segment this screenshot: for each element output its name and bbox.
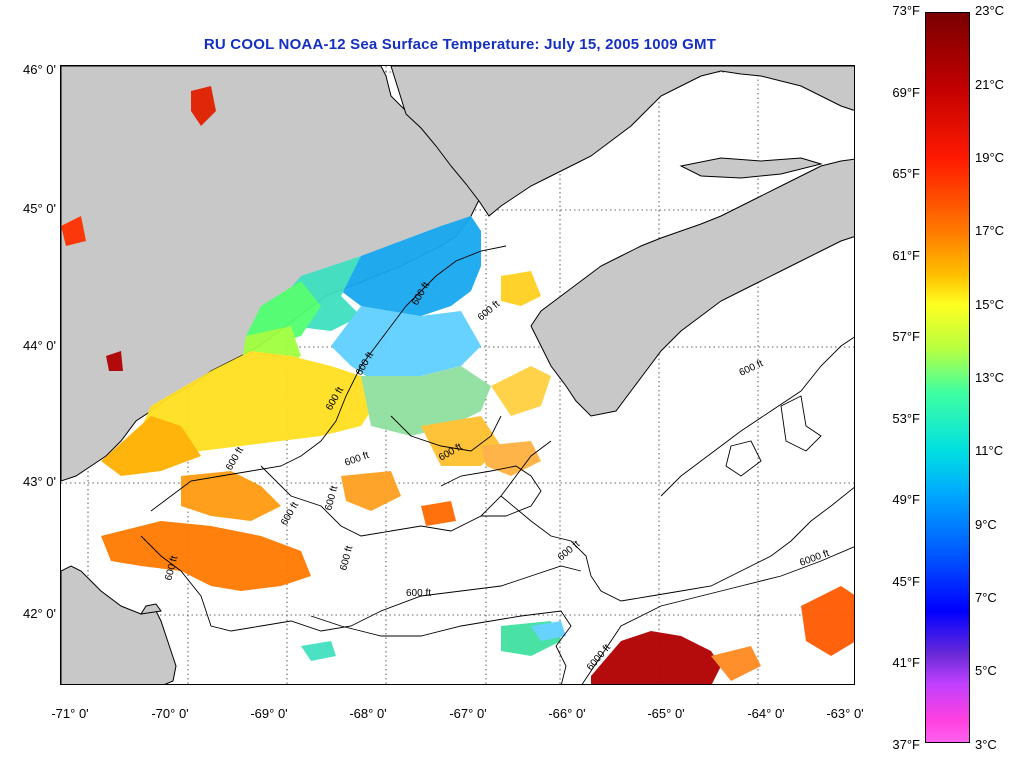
colorbar-f-label: 53°F — [892, 411, 920, 426]
colorbar-f-label: 49°F — [892, 492, 920, 507]
temperature-colorbar — [925, 12, 970, 743]
sst-map: 600 ft 600 ft 600 ft 600 ft 600 ft 600 f… — [61, 66, 854, 684]
colorbar-c-label: 19°C — [975, 150, 1005, 165]
colorbar-c-label: 9°C — [975, 517, 997, 532]
colorbar-f-label: 65°F — [892, 166, 920, 181]
lon-label: -64° 0' — [747, 706, 785, 721]
colorbar-c-label: 3°C — [975, 737, 997, 752]
colorbar-c-label: 13°C — [975, 370, 1005, 385]
lon-label: -68° 0' — [349, 706, 387, 721]
colorbar-f-label: 45°F — [892, 574, 920, 589]
colorbar-f-label: 57°F — [892, 329, 920, 344]
lat-label: 42° 0' — [23, 606, 56, 621]
land-new-brunswick — [390, 66, 854, 217]
colorbar-c-label: 23°C — [975, 3, 1005, 18]
lon-label: -66° 0' — [548, 706, 586, 721]
lon-label: -71° 0' — [51, 706, 89, 721]
contour-label: 600 ft — [406, 588, 431, 599]
map-area: 600 ft 600 ft 600 ft 600 ft 600 ft 600 f… — [60, 65, 855, 685]
colorbar-c-label: 7°C — [975, 590, 997, 605]
land — [61, 66, 854, 684]
land-nova-scotia — [530, 158, 854, 417]
colorbar-c-label: 15°C — [975, 297, 1005, 312]
lat-label: 45° 0' — [23, 201, 56, 216]
colorbar-f-label: 41°F — [892, 655, 920, 670]
colorbar-f-label: 73°F — [892, 3, 920, 18]
colorbar-f-label: 69°F — [892, 85, 920, 100]
sst-data — [61, 86, 854, 684]
chart-title: RU COOL NOAA-12 Sea Surface Temperature:… — [203, 36, 717, 53]
lon-label: -65° 0' — [647, 706, 685, 721]
lon-label: -63° 0' — [826, 706, 864, 721]
lat-label: 43° 0' — [23, 474, 56, 489]
land-island — [679, 157, 823, 179]
land-cape-hook — [140, 603, 162, 615]
colorbar-c-label: 17°C — [975, 223, 1005, 238]
lat-label: 44° 0' — [23, 338, 56, 353]
lon-label: -67° 0' — [449, 706, 487, 721]
colorbar-f-label: 37°F — [892, 737, 920, 752]
colorbar-f-label: 61°F — [892, 248, 920, 263]
lon-label: -70° 0' — [151, 706, 189, 721]
colorbar-c-label: 5°C — [975, 663, 997, 678]
lon-label: -69° 0' — [250, 706, 288, 721]
land-cape-cod — [61, 565, 177, 684]
depth-contours — [140, 245, 854, 684]
colorbar-c-label: 21°C — [975, 77, 1005, 92]
colorbar-c-label: 11°C — [975, 443, 1004, 458]
lat-label: 46° 0' — [23, 62, 56, 77]
